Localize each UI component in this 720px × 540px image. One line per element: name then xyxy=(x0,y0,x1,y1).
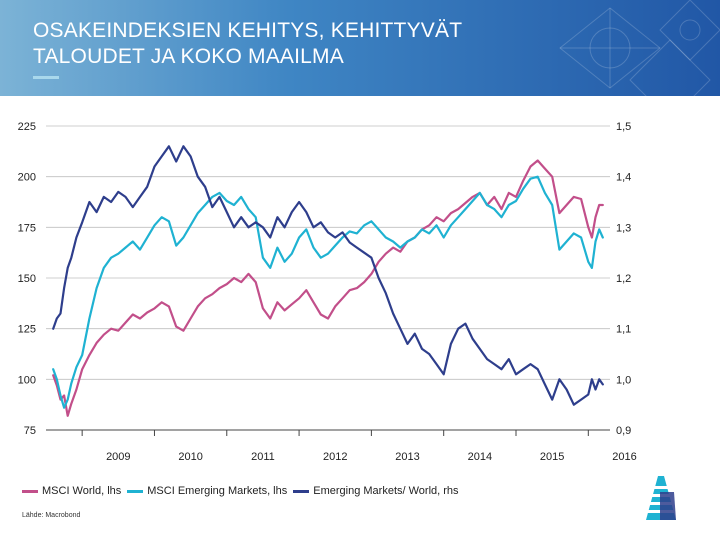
source-note: Lähde: Macrobond xyxy=(22,512,81,519)
series-lines xyxy=(52,145,604,417)
header-banner: OSAKEINDEKSIEN KEHITYS, KEHITTYVÄT TALOU… xyxy=(0,0,720,96)
y-left-tick-label: 100 xyxy=(18,374,36,386)
x-tick-label: 2013 xyxy=(395,451,419,463)
y-axis-left: 75 100 125 150 175 200 225 xyxy=(18,121,36,437)
legend-swatch-msci-em xyxy=(127,489,144,493)
y-left-tick-label: 125 xyxy=(18,324,36,336)
x-tick-label: 2010 xyxy=(178,451,202,463)
title-line-2: TALOUDET JA KOKO MAAILMA xyxy=(33,45,344,68)
x-tick-label: 2011 xyxy=(251,451,275,463)
stock-index-chart: 75 100 125 150 175 200 225 0,9 1,0 1,1 1,2 1,3 1,4 1… xyxy=(18,121,637,463)
title-line-1: OSAKEINDEKSIEN KEHITYS, KEHITTYVÄT xyxy=(33,19,463,42)
legend-item-em-world: Emerging Markets/ World, rhs xyxy=(293,485,459,497)
legend-label-em-world: Emerging Markets/ World, rhs xyxy=(313,485,459,497)
legend-item-msci-em: MSCI Emerging Markets, lhs xyxy=(127,485,287,497)
y-left-tick-label: 225 xyxy=(18,121,36,133)
y-right-tick-label: 1,1 xyxy=(616,324,631,336)
y-right-tick-label: 1,5 xyxy=(616,121,631,133)
y-axis-right: 0,9 1,0 1,1 1,2 1,3 1,4 1,5 xyxy=(616,121,631,437)
series-line-emerging-markets-world-rhs xyxy=(52,145,604,406)
x-tick-label: 2016 xyxy=(612,451,636,463)
series-line-msci-emerging-markets-lhs xyxy=(52,175,604,409)
title-underline xyxy=(33,76,59,79)
page-title: OSAKEINDEKSIEN KEHITYS, KEHITTYVÄT TALOU… xyxy=(33,18,633,70)
y-left-tick-label: 75 xyxy=(24,425,36,437)
y-left-tick-label: 200 xyxy=(18,172,36,184)
x-tick-label: 2014 xyxy=(468,451,492,463)
grid-lines xyxy=(46,125,610,431)
x-tick-label: 2009 xyxy=(106,451,130,463)
legend-item-msci-world: MSCI World, lhs xyxy=(22,485,121,497)
y-right-tick-label: 1,2 xyxy=(616,273,631,285)
legend-label-msci-world: MSCI World, lhs xyxy=(42,485,122,497)
y-left-tick-label: 175 xyxy=(18,222,36,234)
x-tick-label: 2012 xyxy=(323,451,347,463)
chart-legend: MSCI World, lhs MSCI Emerging Markets, l… xyxy=(22,484,465,498)
y-right-tick-label: 0,9 xyxy=(616,425,631,437)
company-logo-icon xyxy=(646,476,676,520)
legend-label-msci-em: MSCI Emerging Markets, lhs xyxy=(147,485,288,497)
x-axis: 2009 2010 2011 2012 2013 2014 2015 2016 xyxy=(46,429,637,463)
legend-swatch-em-world xyxy=(293,489,310,493)
y-right-tick-label: 1,3 xyxy=(616,222,631,234)
y-left-tick-label: 150 xyxy=(18,273,36,285)
series-line-msci-world-lhs xyxy=(52,159,604,417)
decorative-pattern-icon xyxy=(559,0,720,96)
x-tick-label: 2015 xyxy=(540,451,564,463)
y-right-tick-label: 1,4 xyxy=(616,172,631,184)
y-right-tick-label: 1,0 xyxy=(616,374,631,386)
legend-swatch-msci-world xyxy=(22,489,38,493)
